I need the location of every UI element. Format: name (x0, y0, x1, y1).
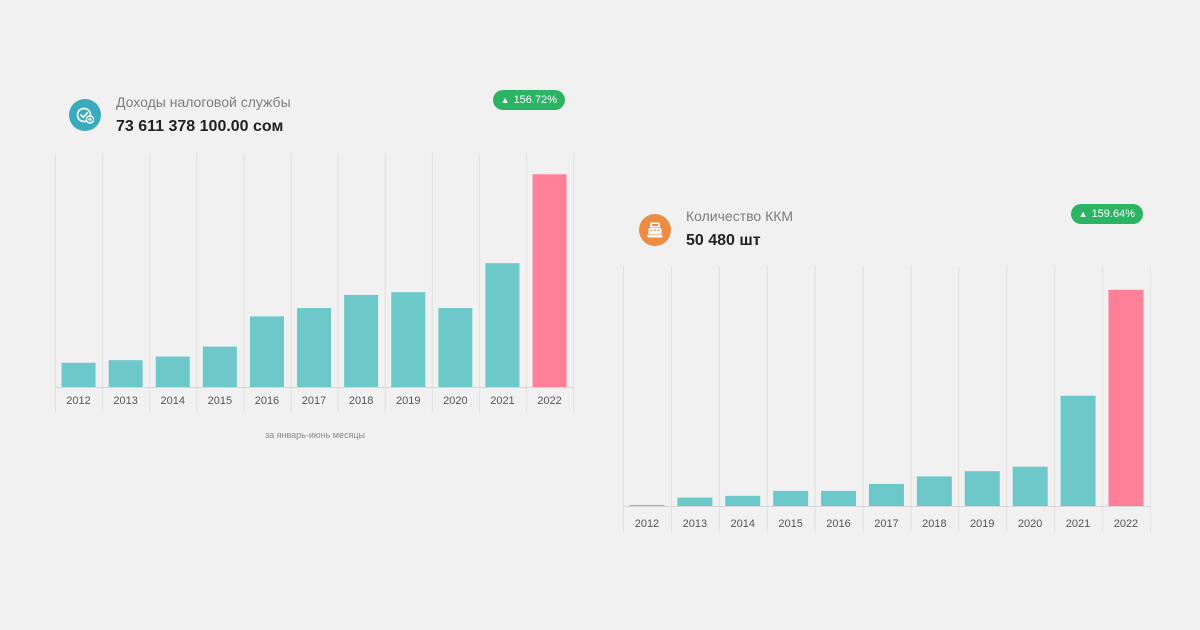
bar-2013 (677, 497, 713, 506)
bar-2016 (249, 316, 284, 387)
x-tick-label: 2013 (683, 518, 707, 530)
x-tick-label: 2015 (778, 518, 802, 530)
metric-value: 73 611 378 100.00 сом (116, 118, 284, 135)
x-tick-label: 2019 (396, 395, 420, 407)
x-tick-label: 2017 (302, 395, 326, 407)
growth-badge-value: 159.64% (1091, 208, 1135, 220)
x-tick-label: 2022 (1114, 518, 1138, 530)
bar-2016 (821, 490, 857, 506)
cash-register-icon (639, 214, 671, 246)
cash-register-panel: Количество ККМ 50 480 шт ▲ 159.64% 2012 2… (623, 200, 1153, 540)
x-tick-label: 2020 (443, 395, 467, 407)
x-tick-label: 2022 (537, 395, 561, 407)
bar-2019 (391, 292, 426, 387)
arrow-up-icon: ▲ (1078, 209, 1088, 219)
cash-register-chart: 2012 2013 2014 2015 2016 2017 2018 2019 2020 2021… (623, 266, 1153, 540)
x-tick-label: 2017 (874, 518, 898, 530)
x-tick-label: 2019 (970, 518, 994, 530)
bar-2012 (629, 505, 665, 506)
tax-revenue-chart-svg: 2012 2013 2014 2015 2016 2017 2018 2019 2020 2021… (55, 153, 575, 413)
x-tick-label: 2018 (349, 395, 373, 407)
bar-2018 (344, 294, 379, 387)
bar-2017 (868, 483, 904, 506)
x-tick-label: 2021 (490, 395, 514, 407)
bar-2018 (916, 476, 952, 506)
bar-2022 (1108, 289, 1144, 506)
x-tick-label: 2013 (113, 395, 137, 407)
bar-2022 (532, 174, 567, 387)
metric-title: Доходы налоговой службы (116, 94, 291, 110)
growth-badge: ▲ 156.72% (492, 90, 565, 110)
bar-2014 (155, 356, 190, 387)
bar-2014 (725, 495, 761, 506)
x-tick-label: 2014 (731, 518, 755, 530)
bar-2015 (773, 490, 809, 506)
bar-2020 (438, 308, 473, 387)
x-tick-label: 2020 (1018, 518, 1042, 530)
tax-revenue-chart: 2012 2013 2014 2015 2016 2017 2018 2019 2020 2021… (55, 153, 575, 413)
tax-revenue-panel: Доходы налоговой службы 73 611 378 100.0… (55, 85, 575, 455)
growth-badge: ▲ 159.64% (1070, 204, 1143, 224)
bar-2019 (964, 471, 1000, 506)
x-tick-label: 2016 (826, 518, 850, 530)
bar-2021 (485, 263, 520, 387)
x-tick-label: 2015 (208, 395, 232, 407)
bar-2021 (1060, 395, 1096, 506)
x-tick-label: 2012 (635, 518, 659, 530)
arrow-up-icon: ▲ (500, 95, 510, 105)
bar-2012 (61, 362, 96, 387)
metric-title: Количество ККМ (686, 208, 794, 224)
bar-2020 (1012, 466, 1048, 506)
x-tick-label: 2014 (161, 395, 185, 407)
check-plus-icon (69, 99, 101, 131)
cash-register-chart-svg: 2012 2013 2014 2015 2016 2017 2018 2019 2020 2021… (623, 266, 1151, 532)
bar-2017 (297, 308, 332, 387)
x-tick-label: 2021 (1066, 518, 1090, 530)
x-tick-label: 2012 (66, 395, 90, 407)
metric-value: 50 480 шт (686, 232, 761, 249)
chart-footnote: за январь-июнь месяцы (265, 430, 365, 440)
x-tick-label: 2016 (255, 395, 279, 407)
bar-2013 (108, 360, 143, 387)
growth-badge-value: 156.72% (513, 94, 557, 106)
x-tick-label: 2018 (922, 518, 946, 530)
bar-2015 (202, 346, 237, 387)
